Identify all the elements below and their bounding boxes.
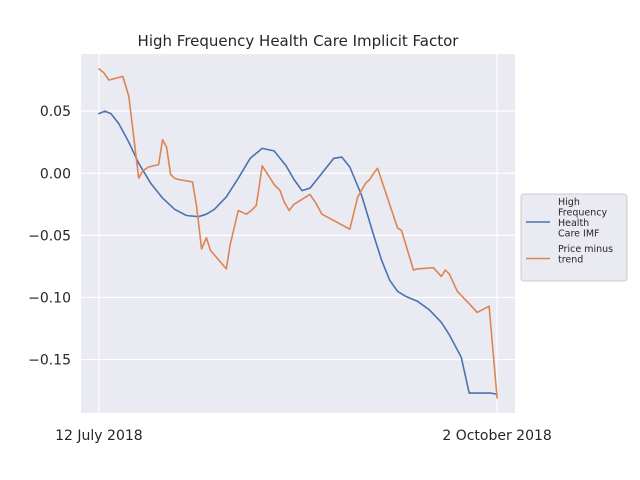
y-tick-label: 0.05	[40, 104, 71, 120]
legend-label-2: Price minus trend	[558, 244, 613, 266]
plot-background	[81, 54, 515, 413]
y-tick-label: −0.05	[28, 228, 71, 244]
y-tick-label: −0.15	[28, 353, 71, 369]
tick-labels: 0.05 0.00 −0.05 −0.10 −0.15 12 July 2018 2 Oct…	[28, 104, 552, 444]
chart-title: High Frequency Health Care Implicit Fact…	[138, 32, 460, 50]
x-tick-label: 2 October 2018	[442, 428, 551, 444]
series-line-1	[98, 110, 498, 396]
series-line-2	[98, 68, 498, 399]
legend: High Frequency Health Care IMF Price minus tr…	[520, 193, 628, 282]
x-tick-label: 12 July 2018	[55, 428, 143, 444]
legend-label-1: High Frequency Health Care IMF	[558, 197, 607, 240]
y-tick-label: −0.10	[28, 290, 71, 306]
grid	[81, 54, 515, 413]
series-layer	[98, 68, 498, 399]
y-tick-label: 0.00	[40, 166, 71, 182]
